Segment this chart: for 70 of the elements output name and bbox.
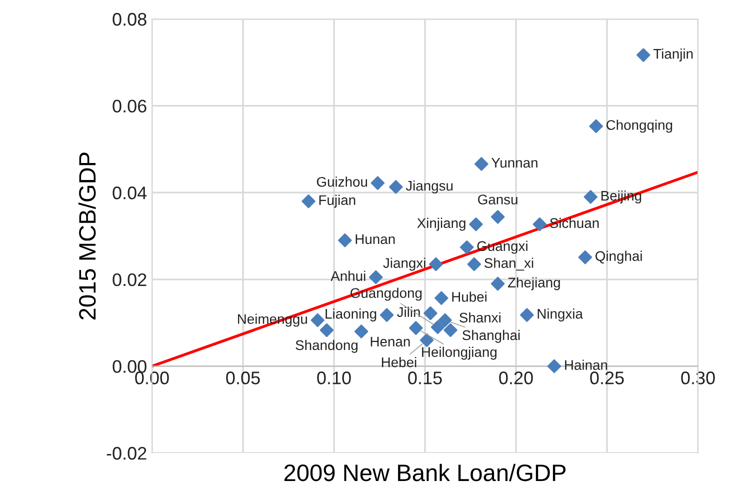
point bbox=[380, 308, 394, 322]
x-axis-title: 2009 New Bank Loan/GDP bbox=[284, 464, 566, 482]
point bbox=[424, 306, 438, 320]
y-tick-label: 0.02 bbox=[112, 273, 146, 286]
annotation: Guizhou bbox=[316, 176, 368, 187]
point bbox=[474, 157, 488, 171]
annotation: Shanghai bbox=[462, 330, 520, 343]
annotation: Xinjiang bbox=[417, 218, 466, 231]
annotation: Shandong bbox=[296, 340, 358, 353]
point bbox=[420, 333, 434, 348]
point bbox=[547, 359, 562, 374]
point bbox=[520, 308, 534, 322]
point bbox=[388, 180, 403, 194]
point bbox=[578, 250, 592, 264]
x-tick-label: 0.20 bbox=[499, 372, 533, 384]
point bbox=[469, 217, 483, 232]
point bbox=[438, 313, 452, 328]
annotation: Chongqing bbox=[606, 120, 672, 133]
y-tick-label: 0.00 bbox=[112, 360, 146, 373]
point bbox=[636, 48, 650, 62]
point bbox=[320, 323, 334, 338]
annotation: Ningxia bbox=[538, 308, 583, 322]
annotation: Zhejiang bbox=[508, 277, 560, 290]
y-tick-label: 0.06 bbox=[112, 100, 146, 113]
annotation: Qinghai bbox=[596, 250, 642, 264]
point bbox=[354, 324, 368, 338]
annotation: Shanxi bbox=[460, 312, 500, 323]
point bbox=[434, 291, 448, 305]
x-tick-label: 0.10 bbox=[317, 372, 351, 384]
x-tick-label: 0.25 bbox=[590, 372, 624, 384]
y-tick-label: -0.02 bbox=[106, 446, 146, 460]
point bbox=[589, 119, 603, 134]
annotation: Guangdong bbox=[350, 288, 422, 301]
annotation: Fujian bbox=[319, 194, 356, 208]
annotation: Jiangsu bbox=[406, 180, 453, 194]
point bbox=[490, 210, 505, 224]
point bbox=[490, 276, 505, 291]
point bbox=[467, 257, 482, 272]
annotation: Hainan bbox=[565, 360, 608, 370]
point bbox=[302, 194, 316, 208]
point bbox=[310, 313, 325, 328]
annotation: Henan bbox=[370, 336, 410, 347]
point bbox=[430, 320, 445, 334]
point bbox=[460, 240, 474, 254]
x-tick-label: 0.05 bbox=[226, 372, 260, 384]
point bbox=[370, 176, 385, 190]
x-tick-label: 0.15 bbox=[408, 372, 442, 384]
point bbox=[444, 323, 458, 338]
annotation: Hubei bbox=[452, 292, 486, 302]
point bbox=[338, 233, 352, 248]
annotation: Gansu bbox=[478, 194, 518, 204]
annotation: Heilongjiang bbox=[422, 346, 496, 360]
annotation: Yunnan bbox=[491, 158, 538, 168]
annotation: Anhui bbox=[330, 270, 366, 281]
annotation: Hunan bbox=[356, 234, 395, 244]
point bbox=[584, 190, 598, 204]
point bbox=[368, 270, 383, 284]
annotation: Jiangxi bbox=[383, 258, 426, 271]
y-axis-title: 2015 MCB/GDP bbox=[78, 152, 96, 320]
point bbox=[408, 321, 423, 335]
annotation: Hebei bbox=[382, 357, 416, 368]
point bbox=[532, 217, 547, 232]
x-tick-label: 0.30 bbox=[681, 372, 715, 384]
annotation: Tianjin bbox=[653, 48, 693, 62]
point bbox=[429, 257, 443, 272]
annotation: Jilin bbox=[397, 306, 420, 317]
y-tick-label: 0.08 bbox=[112, 12, 146, 26]
annotation: Shan_xi bbox=[484, 258, 534, 271]
annotation: Liaoning bbox=[326, 308, 376, 322]
y-tick-label: 0.04 bbox=[112, 186, 147, 200]
